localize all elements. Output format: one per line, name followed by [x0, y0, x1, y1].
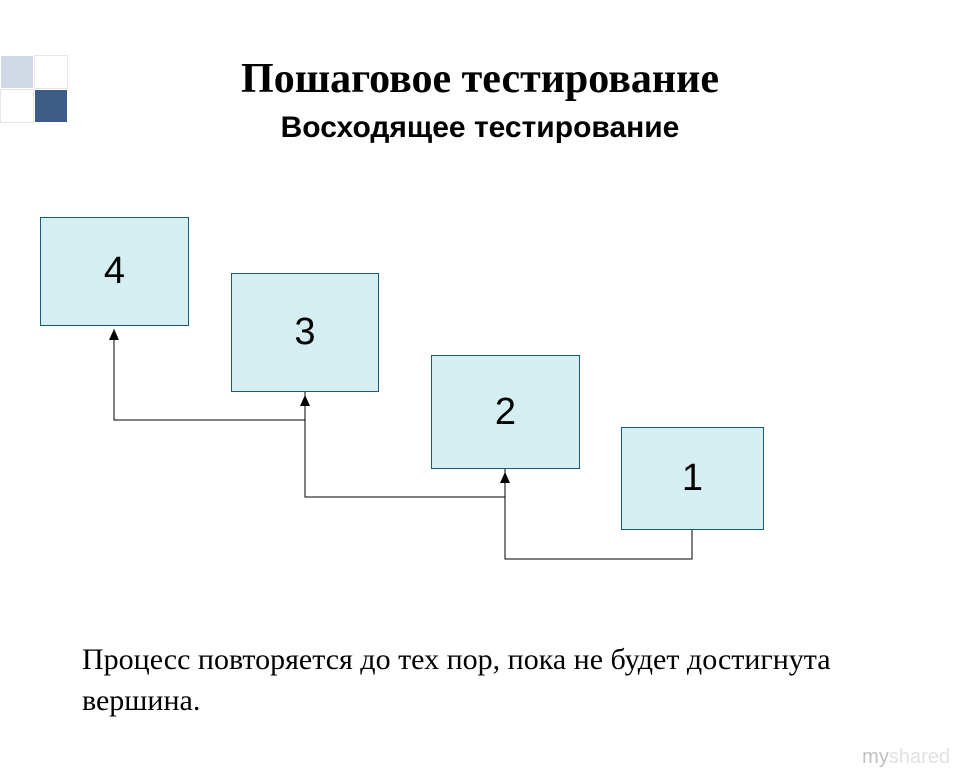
page-subtitle: Восходящее тестирование [0, 111, 960, 145]
watermark-part2: shared [889, 746, 950, 768]
caption-text: Процесс повторяется до тех пор, пока не … [82, 640, 882, 721]
watermark-part1: my [862, 746, 889, 768]
arrowhead-icon [109, 329, 119, 340]
decor-square [34, 55, 68, 89]
flow-box-3: 3 [231, 273, 379, 392]
flow-box-1: 1 [621, 427, 764, 530]
flow-box-2: 2 [431, 355, 580, 469]
decor-square [0, 89, 34, 123]
flow-diagram: 4321 [0, 210, 960, 590]
flow-box-4: 4 [40, 217, 189, 326]
page-title: Пошаговое тестирование [0, 55, 960, 103]
decor-square [0, 55, 34, 89]
decor-square [34, 89, 68, 123]
watermark: myshared [862, 746, 950, 769]
